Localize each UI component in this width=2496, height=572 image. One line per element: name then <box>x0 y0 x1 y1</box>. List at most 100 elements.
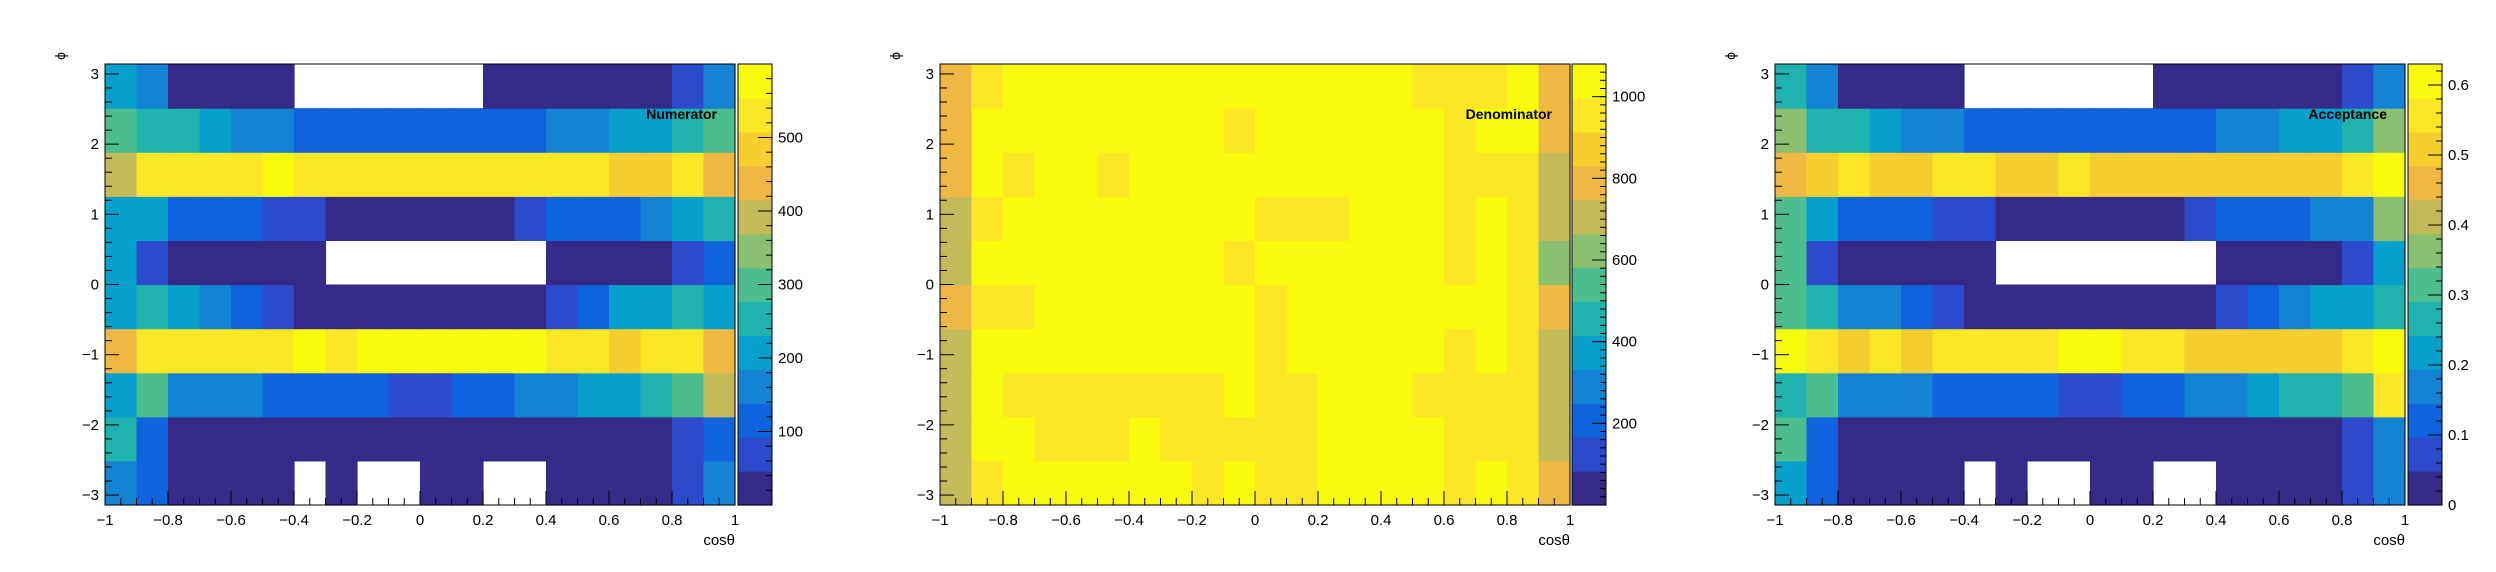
heatmap-cell <box>1286 328 1319 374</box>
heatmap-cell <box>2153 416 2186 462</box>
heatmap-cell <box>388 416 421 462</box>
heatmap-cell <box>609 240 642 286</box>
heatmap-cell <box>294 372 327 418</box>
heatmap-cell <box>1160 416 1193 462</box>
heatmap-cell <box>1034 196 1067 241</box>
heatmap-cell <box>1932 152 1965 197</box>
heatmap-cell <box>640 64 673 109</box>
heatmap-cell <box>1995 328 2028 374</box>
heatmap-cell <box>325 196 358 241</box>
heatmap-cell <box>577 372 610 418</box>
heatmap-cell <box>105 328 138 374</box>
heatmap-cell <box>2279 240 2312 286</box>
heatmap-cell <box>1349 64 1382 109</box>
color-bar-segment <box>738 471 772 506</box>
x-tick-label: −0.6 <box>1886 512 1916 529</box>
heatmap-cell <box>294 416 327 462</box>
heatmap-cell <box>1192 328 1225 374</box>
heatmap-cell <box>1444 108 1477 153</box>
heatmap-cell <box>1507 240 1540 286</box>
heatmap-cell <box>940 64 973 109</box>
heatmap-cell <box>1775 284 1808 330</box>
heatmap-cell <box>1538 152 1571 197</box>
heatmap-cell <box>136 64 169 109</box>
color-bar-tick-label: 0.5 <box>2448 147 2469 164</box>
color-bar-segment <box>1572 403 1606 438</box>
heatmap-cell <box>231 64 264 109</box>
heatmap-cell <box>2121 152 2154 197</box>
heatmap-cell <box>357 196 390 241</box>
x-tick-label: −0.6 <box>216 512 246 529</box>
heatmap-cell <box>325 108 358 153</box>
heatmap-cell <box>483 108 516 153</box>
heatmap-cell <box>2216 152 2249 197</box>
heatmap-cell <box>294 152 327 197</box>
heatmap-cell <box>105 372 138 418</box>
heatmap-cell <box>1129 416 1162 462</box>
heatmap-cell <box>2310 240 2343 286</box>
heatmap-cell <box>2027 152 2060 197</box>
heatmap-cell <box>1318 108 1351 153</box>
heatmap-cell <box>2216 240 2249 286</box>
heatmap-cell <box>1034 152 1067 197</box>
heatmap-cell <box>1160 240 1193 286</box>
heatmap-cell <box>1444 240 1477 286</box>
heatmap-cell <box>262 416 295 462</box>
heatmap-cell <box>1349 372 1382 418</box>
heatmap-cell <box>514 108 547 153</box>
heatmap-cell <box>1381 372 1414 418</box>
heatmap-cell <box>2216 416 2249 462</box>
heatmap-cell <box>231 372 264 418</box>
heatmap-cell <box>1838 64 1871 109</box>
heatmap-cell <box>1003 372 1036 418</box>
heatmap-cell <box>2216 108 2249 153</box>
heatmap-cell <box>1097 240 1130 286</box>
heatmap-cell <box>546 284 579 330</box>
heatmap-cell <box>971 284 1004 330</box>
x-tick-label: −1 <box>1766 512 1783 529</box>
heatmap-cell <box>2279 108 2312 153</box>
heatmap-cell <box>2090 108 2123 153</box>
heatmap-cell <box>672 196 705 241</box>
heatmap-cell <box>1034 64 1067 109</box>
heatmap-cell <box>451 416 484 462</box>
heatmap-cell <box>2184 416 2217 462</box>
heatmap-cell <box>971 416 1004 462</box>
heatmap-cell <box>1932 64 1965 109</box>
heatmap-cell <box>1192 284 1225 330</box>
denominator-color-bar: 200 400 600 800 1000 <box>1571 63 1645 506</box>
heatmap-cell <box>514 196 547 241</box>
color-bar-segment <box>2408 369 2442 404</box>
heatmap-cell <box>262 108 295 153</box>
heatmap-cell <box>1003 64 1036 109</box>
heatmap-cell <box>483 196 516 241</box>
acceptance-panel: −1 −0.8 −0.6 −0.4 −0.2 0 0.2 0.4 0.6 0.8 1 −3 −2 −1 0 1… <box>1722 52 2469 549</box>
heatmap-cell <box>168 108 201 153</box>
heatmap-cell <box>2373 240 2406 286</box>
heatmap-cell <box>672 328 705 374</box>
heatmap-cell <box>2184 108 2217 153</box>
heatmap-cell <box>1838 240 1871 286</box>
heatmap-cell <box>1507 152 1540 197</box>
color-bar-segment <box>738 64 772 99</box>
color-bar-tick-label: 600 <box>1612 252 1637 269</box>
color-bar-segment <box>2408 437 2442 472</box>
x-tick-label: 0 <box>1251 512 1259 529</box>
panel-title: Acceptance <box>2308 106 2387 122</box>
x-tick-label: −0.2 <box>1177 512 1207 529</box>
color-bar-segment <box>2408 335 2442 370</box>
color-bar-segment <box>2408 131 2442 167</box>
heatmap-cell <box>2058 152 2091 197</box>
heatmap-cell <box>1775 152 1808 197</box>
heatmap-cell <box>514 372 547 418</box>
heatmap-cell <box>514 284 547 330</box>
heatmap-cell <box>2153 372 2186 418</box>
color-bar-tick-label: 400 <box>778 203 803 220</box>
heatmap-cell <box>1223 240 1256 286</box>
heatmap-cell <box>1869 108 1902 153</box>
heatmap-cell <box>1995 108 2028 153</box>
heatmap-cell <box>1869 284 1902 330</box>
heatmap-cell <box>1066 240 1099 286</box>
heatmap-cell <box>136 108 169 153</box>
heatmap-cell <box>262 328 295 374</box>
